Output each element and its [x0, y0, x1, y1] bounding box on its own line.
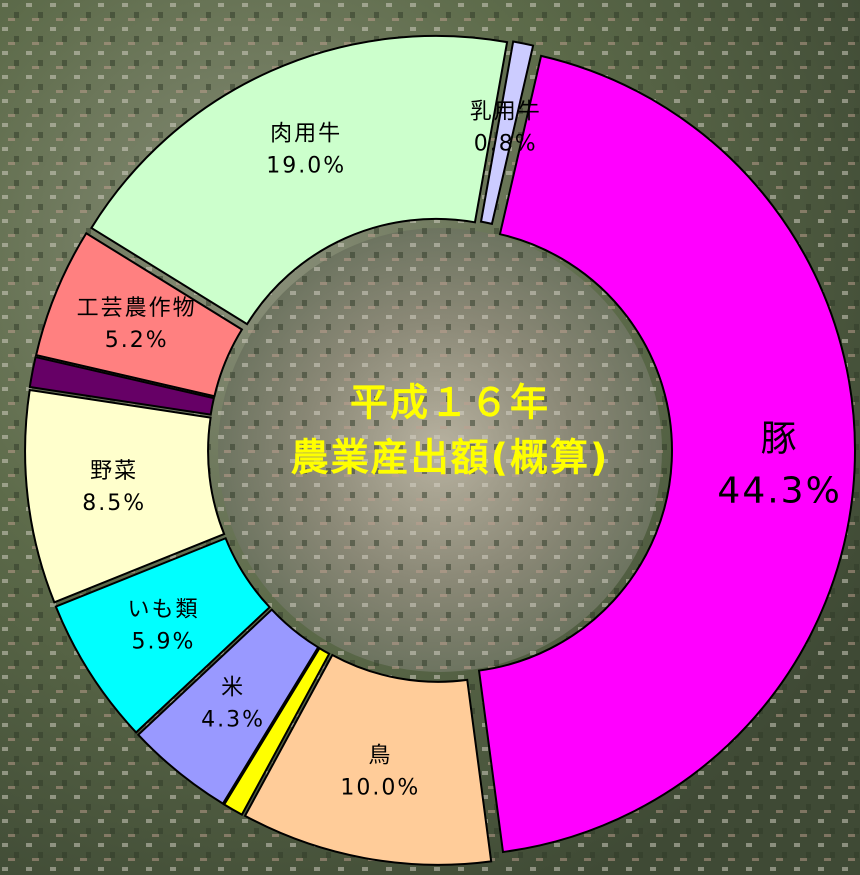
segment-value-label: 4.3% — [201, 708, 265, 733]
segment-value-label: 5.2% — [105, 328, 169, 353]
chart: 平成１６年 農業産出額(概算) 豚 44.3% 鳥 10.0% 米 4.3% いも類 5.9%… — [0, 0, 860, 875]
segment-label: 鳥 — [368, 744, 392, 769]
segment-label: 乳用牛 — [470, 100, 542, 125]
segment-value-label: 0.8% — [474, 132, 538, 157]
chart-subtitle: 農業産出額(概算) — [291, 436, 610, 480]
segment-value-label: 10.0% — [340, 776, 420, 801]
segment-value-label: 19.0% — [266, 154, 346, 179]
segment-value-label: 44.3% — [717, 470, 841, 511]
chart-title: 平成１６年 — [350, 381, 550, 425]
segment-value-label: 5.9% — [132, 629, 196, 654]
segment-label: いも類 — [127, 597, 199, 622]
segment-label: 野菜 — [90, 459, 138, 484]
segment-label: 米 — [221, 676, 245, 701]
segment-label: 肉用牛 — [270, 122, 342, 147]
segment-label: 工芸農作物 — [77, 296, 197, 321]
segment-value-label: 8.5% — [82, 491, 146, 516]
segment-label: 豚 — [761, 418, 799, 459]
